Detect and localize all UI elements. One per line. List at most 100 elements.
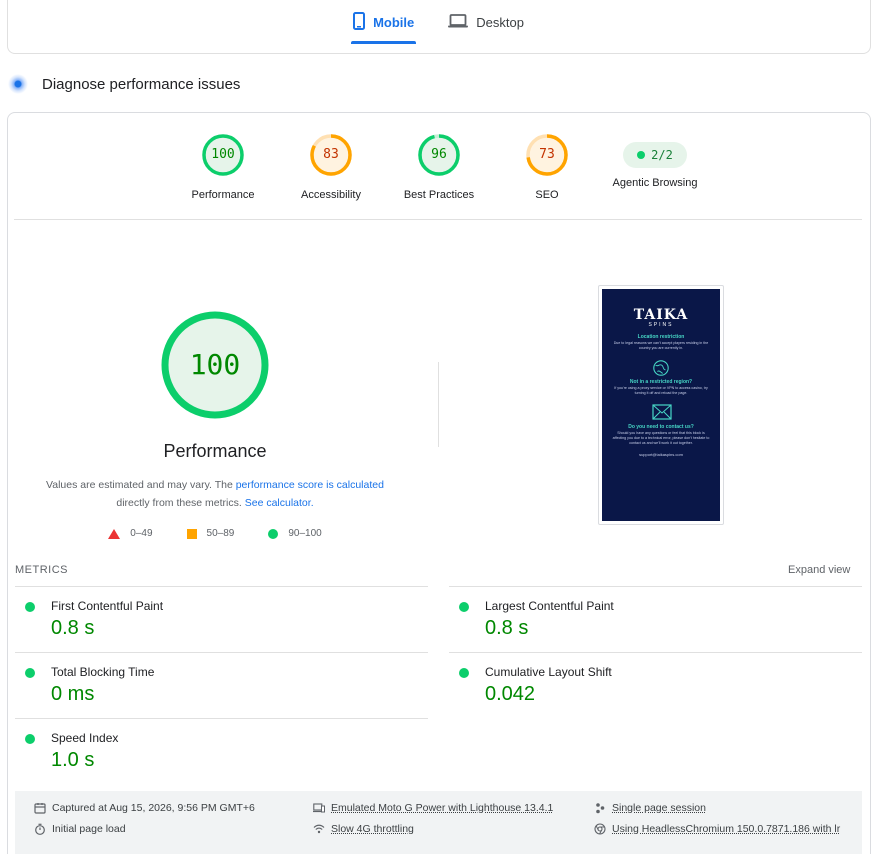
smartphone-icon [353, 11, 366, 33]
captured-text: Captured at Aug 15, 2026, 9:56 PM GMT+6 [52, 802, 255, 814]
tab-mobile[interactable]: Mobile [351, 0, 417, 44]
pass-dot-icon [25, 602, 35, 612]
gauge-seo[interactable]: 73 SEO [492, 133, 602, 201]
legend-average: 50–89 [186, 528, 235, 539]
metric-value: 0 ms [51, 683, 95, 705]
run-info-footer: Captured at Aug 15, 2026, 9:56 PM GMT+6 … [15, 791, 862, 854]
performance-note: Values are estimated and may vary. The p… [30, 476, 400, 512]
gauge-ring: 96 [417, 133, 461, 177]
legend-pass: 90–100 [268, 528, 322, 539]
session-icon [596, 803, 605, 814]
device-text: Emulated Moto G Power with Lighthouse 13… [331, 802, 554, 814]
divider [15, 718, 428, 719]
throttling-text: Slow 4G throttling [331, 823, 414, 835]
metric-value: 0.042 [485, 683, 536, 705]
section-header: Diagnose performance issues [8, 74, 240, 94]
diagnose-icon [8, 74, 28, 94]
agentic-score-pill: 2/2 [623, 142, 687, 168]
screenshot-text: Should you have any questions or feel th… [612, 431, 710, 445]
legend-fail: 0–49 [108, 528, 153, 539]
gauge-agentic-browsing[interactable]: 2/2 Agentic Browsing [600, 133, 710, 189]
performance-title: Performance [163, 441, 267, 461]
tab-mobile-label: Mobile [373, 14, 415, 30]
gauge-label: Agentic Browsing [612, 177, 698, 189]
performance-score: 100 [189, 348, 241, 381]
vertical-divider [438, 362, 439, 447]
pass-dot-icon [459, 668, 469, 678]
gauge-score: 100 [211, 147, 235, 162]
browser-text: Using HeadlessChromium 150.0.7871.186 wi… [612, 823, 841, 835]
gauge-label: Performance [191, 189, 255, 201]
gauge-best-practices[interactable]: 96 Best Practices [384, 133, 494, 201]
browser-version[interactable]: Using HeadlessChromium 150.0.7871.186 wi… [594, 823, 840, 835]
gauge-score: 73 [539, 147, 555, 162]
circle-icon [268, 528, 279, 539]
timer-icon [35, 823, 45, 835]
tab-desktop[interactable]: Desktop [446, 0, 526, 44]
legend-range: 50–89 [206, 528, 235, 539]
emulated-device[interactable]: Emulated Moto G Power with Lighthouse 13… [313, 802, 553, 814]
session-text: Single page session [612, 802, 706, 814]
gauge-ring: 83 [309, 133, 353, 177]
divider [15, 586, 428, 587]
note-text: Values are estimated and may vary. The [46, 479, 233, 491]
site-logo: TAIKA [633, 307, 689, 323]
legend-range: 90–100 [288, 528, 322, 539]
gauge-label: Accessibility [301, 189, 361, 201]
metric-value: 0.8 s [485, 617, 529, 639]
legend-range: 0–49 [130, 528, 153, 539]
screenshot-text: Due to legal reasons we can't accept pla… [613, 341, 709, 350]
expand-view-button[interactable]: Expand view [788, 564, 851, 576]
gauge-score: 83 [323, 147, 339, 162]
gauge-label: SEO [535, 189, 559, 201]
see-calculator-link[interactable]: See calculator. [244, 497, 314, 509]
category-gauges: 100 Performance 83 Accessibility 96 Best… [0, 133, 877, 203]
screenshot-heading: Location restriction [637, 334, 685, 340]
gauge-ring: 73 [525, 133, 569, 177]
pass-dot-icon [25, 668, 35, 678]
screenshot-text: If you're using a proxy service or VPN t… [614, 386, 708, 395]
laptop-icon [448, 13, 469, 31]
captured-at: Captured at Aug 15, 2026, 9:56 PM GMT+6 [34, 802, 255, 814]
metric-name: First Contentful Paint [51, 599, 164, 613]
session-type[interactable]: Single page session [594, 802, 706, 814]
metric-name: Total Blocking Time [51, 665, 155, 679]
final-screenshot[interactable]: TAIKA SPINS Location restriction Due to … [598, 285, 724, 525]
divider [14, 219, 862, 220]
globe-icon [652, 359, 670, 377]
report-card [7, 112, 871, 854]
metric-name: Cumulative Layout Shift [485, 665, 612, 679]
gauge-score: 96 [431, 147, 447, 162]
metrics-label: METRICS [15, 564, 68, 576]
performance-score-link[interactable]: performance score is calculated [235, 479, 384, 491]
triangle-icon [108, 528, 121, 539]
pass-dot-icon [25, 734, 35, 744]
score-legend: 0–49 50–89 90–100 [0, 528, 430, 539]
section-title: Diagnose performance issues [42, 75, 241, 93]
network-throttling[interactable]: Slow 4G throttling [313, 823, 414, 835]
screenshot-heading: Do you need to contact us? [628, 424, 694, 430]
gauge-ring: 100 [201, 133, 245, 177]
gauge-score: 2/2 [651, 148, 673, 162]
metric-name: Speed Index [51, 731, 119, 745]
gauge-label: Best Practices [403, 189, 475, 201]
metric-name: Largest Contentful Paint [485, 599, 614, 613]
tab-desktop-label: Desktop [476, 14, 524, 30]
devices-icon [313, 803, 325, 813]
gauge-accessibility[interactable]: 83 Accessibility [276, 133, 386, 201]
mail-icon [652, 404, 672, 422]
divider [449, 586, 862, 587]
screenshot-content: TAIKA SPINS Location restriction Due to … [602, 289, 720, 521]
calendar-icon [34, 803, 46, 814]
initial-load-text: Initial page load [52, 823, 126, 835]
device-tabs: Mobile Desktop [0, 0, 877, 44]
metric-value: 0.8 s [51, 617, 95, 639]
screenshot-email: support@taikaspins.com [639, 452, 683, 457]
chrome-icon [594, 823, 606, 835]
gauge-performance[interactable]: 100 Performance [168, 133, 278, 201]
divider [15, 652, 428, 653]
pass-dot-icon [459, 602, 469, 612]
screenshot-heading: Not in a restricted region? [629, 379, 693, 385]
wifi-icon [313, 824, 325, 834]
note-text: directly from these metrics. [116, 497, 242, 509]
